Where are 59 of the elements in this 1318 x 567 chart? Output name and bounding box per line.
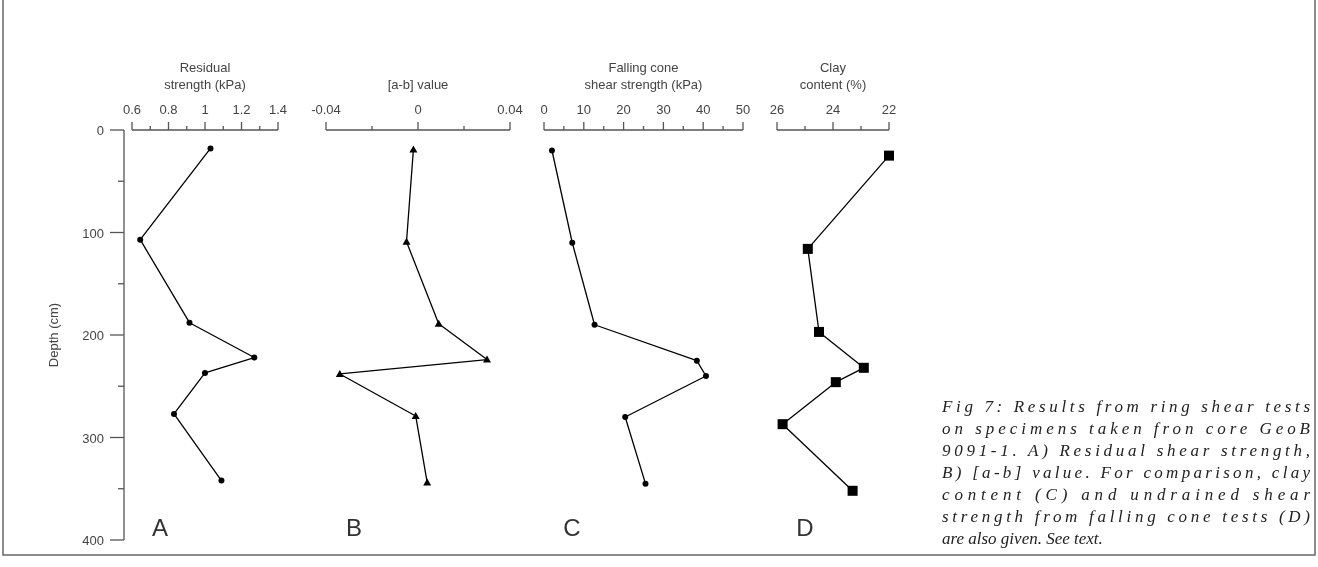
point xyxy=(702,373,709,379)
point xyxy=(884,150,894,161)
x-tick-label: 26 xyxy=(769,102,785,117)
point xyxy=(569,239,576,246)
y-axis-title: Depth (cm) xyxy=(46,302,61,368)
point xyxy=(483,355,491,363)
point xyxy=(777,419,788,430)
y-tick-label: 0 xyxy=(96,123,104,138)
point xyxy=(693,357,700,364)
x-tick-label: 0.6 xyxy=(122,102,142,117)
point xyxy=(802,243,813,254)
point xyxy=(548,147,555,154)
y-tick-label: 400 xyxy=(82,533,104,548)
y-tick-label: 100 xyxy=(82,225,104,241)
y-tick-label: 200 xyxy=(82,328,104,343)
point xyxy=(170,410,177,417)
x-tick-label: 24 xyxy=(825,102,841,117)
x-tick-label: 30 xyxy=(656,102,671,117)
point xyxy=(207,145,214,152)
x-axis-title: Residual strength (kPa) xyxy=(164,60,246,92)
point xyxy=(186,319,193,326)
point xyxy=(423,478,432,486)
x-tick-label: 0.8 xyxy=(159,102,178,117)
x-tick-label: 40 xyxy=(695,102,711,117)
annotation: C xyxy=(563,514,581,541)
annotation: B xyxy=(345,514,363,541)
x-tick-label: 50 xyxy=(735,102,751,117)
point xyxy=(218,477,225,484)
x-tick-label: 20 xyxy=(616,102,631,117)
x-tick-label: 0 xyxy=(414,102,422,117)
x-tick-label: 1.2 xyxy=(232,102,251,117)
x-tick-label: 1 xyxy=(201,102,209,117)
annotation: A xyxy=(151,514,169,541)
x-tick-label: 1.4 xyxy=(268,102,288,117)
x-axis-title: Falling cone shear strength (kPa) xyxy=(584,60,703,92)
x-axis-title: Clay content (%) xyxy=(799,60,867,92)
point xyxy=(622,414,629,420)
x-tick-label: -0.04 xyxy=(311,102,341,117)
point xyxy=(814,326,824,337)
point xyxy=(830,377,841,388)
x-tick-label: 22 xyxy=(881,102,897,117)
point xyxy=(847,485,858,496)
x-tick-label: 10 xyxy=(576,102,592,117)
x-axis-title: [a-b] value xyxy=(387,77,449,92)
point xyxy=(137,236,144,243)
point xyxy=(202,369,208,376)
point xyxy=(251,354,258,361)
caption: Fig 7: Results from ring shear tests on specimens taken fron core GeoB 9091-1. A) Residual shear strength, B) [a-b] value. For comparison, clay content (C) and undrained shear strength from falling cone tests (D) are also given. See text. xyxy=(941,397,1311,548)
point xyxy=(591,321,598,328)
point xyxy=(335,369,344,377)
point xyxy=(434,319,443,327)
annotation: D xyxy=(796,514,814,541)
point xyxy=(858,362,869,373)
point xyxy=(402,237,411,245)
y-tick-label: 300 xyxy=(82,430,104,446)
point xyxy=(411,411,420,419)
x-tick-label: 0.04 xyxy=(497,102,523,117)
point xyxy=(642,480,649,487)
x-tick-label: 0 xyxy=(540,102,548,117)
